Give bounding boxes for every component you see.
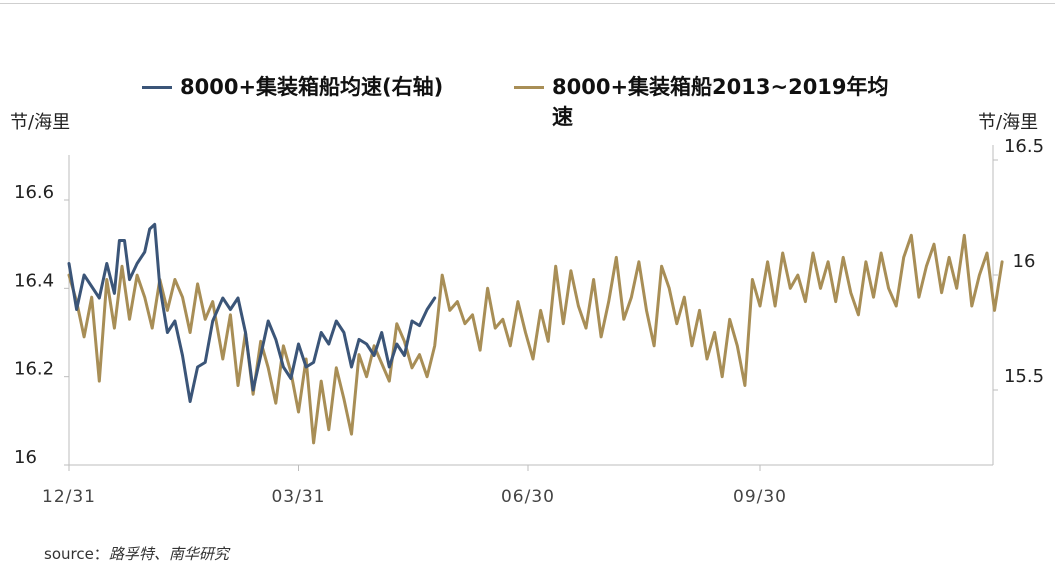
y-left-tick-label: 16.6: [14, 182, 54, 203]
tick-labels: 16.6 16.4 16.2 16 16.5 16 15.5 12/31 03/31 06/30 0…: [14, 136, 1044, 507]
legend-item-speed: 8000+集装箱船均速(右轴): [142, 72, 443, 102]
legend-label-avg-line1: 8000+集装箱船2013~2019年均: [552, 75, 889, 99]
y-right-tick-label: 15.5: [1004, 366, 1044, 387]
series-layer: [67, 222, 1004, 445]
legend-swatch-speed: [142, 86, 172, 89]
source-note: source：路孚特、南华研究: [44, 543, 229, 564]
source-label: source：: [44, 545, 109, 563]
y-left-tick-label: 16.2: [14, 359, 54, 380]
left-axis-unit: 节/海里: [10, 112, 71, 133]
y-left-tick-label: 16.4: [14, 270, 54, 291]
legend-label-speed: 8000+集装箱船均速(右轴): [180, 75, 444, 99]
x-tick-label: 09/30: [733, 487, 787, 507]
series-line-speed: [67, 222, 437, 403]
legend-swatch-avg: [514, 86, 544, 89]
source-text: 路孚特、南华研究: [108, 545, 229, 563]
y-right-tick-label: 16.5: [1004, 136, 1044, 157]
y-left-tick-label: 16: [14, 447, 37, 468]
legend-item-avg: 8000+集装箱船2013~2019年均 速: [514, 72, 889, 132]
right-axis-unit: 节/海里: [978, 112, 1039, 133]
series-line-avg: [67, 233, 1004, 445]
x-tick-label: 06/30: [501, 487, 555, 507]
top-border: [0, 3, 1055, 4]
x-tick-label: 03/31: [271, 487, 325, 507]
legend-label-avg-line2: 速: [552, 105, 573, 129]
y-right-tick-label: 16: [1013, 251, 1036, 272]
x-tick-label: 12/31: [42, 487, 96, 507]
